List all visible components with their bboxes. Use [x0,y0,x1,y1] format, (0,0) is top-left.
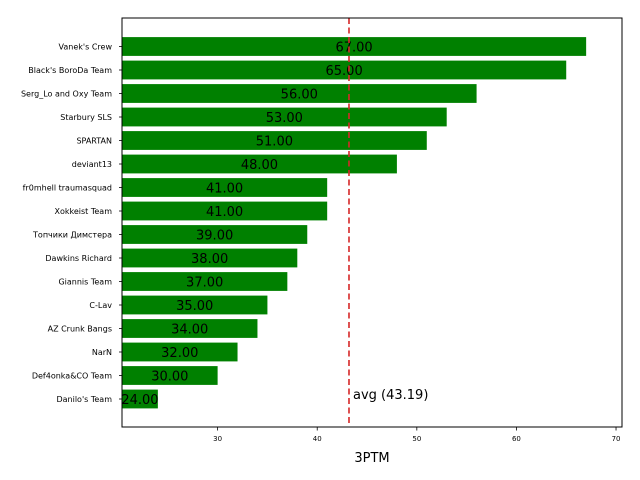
plot-frame [121,17,623,428]
bar-value-label: 37.00 [186,276,223,291]
category-label: C-Lav [89,301,112,310]
bar [122,248,298,268]
bar-value-label: 56.00 [281,88,318,103]
bar-value-label: 39.00 [196,229,233,244]
category-label: Топчики Димстера [32,231,112,240]
x-tick-label: 60 [512,435,521,443]
bar [122,131,427,150]
x-axis-title: 3PTM [354,451,389,466]
bars-layer [122,37,587,409]
bar [122,107,447,127]
y-axis-category-labels: Vanek's Crew Black's BoroDa Team Serg_Lo a… [21,43,122,404]
bar-value-label: 67.00 [335,41,372,56]
bar-value-label: 32.00 [161,346,198,361]
bar [122,154,397,174]
bar [122,272,288,291]
bar-value-label: 51.00 [256,135,293,150]
category-label: Danilo's Team [56,395,112,404]
bar [122,201,328,221]
category-label: Dawkins Richard [45,254,112,263]
x-tick-label: 50 [412,435,421,443]
bar [122,60,567,80]
category-label: Giannis Team [58,278,112,287]
category-label: Serg_Lo and Oxy Team [21,90,112,99]
x-tick-label: 40 [313,435,322,443]
bar-value-label: 41.00 [206,182,243,197]
bar [122,295,268,315]
bar [122,84,477,103]
bar-value-label: 35.00 [176,299,213,314]
category-label: NarN [92,348,112,357]
bar [122,319,258,338]
category-label: Xokkeist Team [55,207,113,216]
bar-value-label: 30.00 [151,370,188,385]
category-label: Black's BoroDa Team [28,66,112,75]
bar-value-label: 41.00 [206,205,243,220]
bar-value-label: 48.00 [241,158,278,173]
bar-value-labels: 67.00 65.00 56.00 53.00 51.00 48.00 41.00 41.00… [121,41,372,409]
category-label: Starbury SLS [60,113,112,122]
category-label: SPARTAN [76,137,112,146]
category-label: AZ Crunk Bangs [48,325,112,334]
bar [122,342,238,362]
bar [122,37,587,56]
bar-value-label: 38.00 [191,252,228,267]
category-label: Vanek's Crew [59,43,113,52]
average-label: avg (43.19) [353,388,428,403]
category-label: Def4onka&CO Team [32,372,112,381]
x-tick-label: 30 [213,435,222,443]
bar [122,178,328,197]
bar-value-label: 65.00 [326,64,363,79]
x-axis-ticks: 30 40 50 60 70 [213,427,620,443]
bar-value-label: 34.00 [171,323,208,338]
category-label: fr0mhell traumasquad [23,184,112,193]
bar-value-label: 24.00 [121,393,158,408]
category-label: deviant13 [72,160,112,169]
x-tick-label: 70 [612,435,621,443]
bar-value-label: 53.00 [266,111,303,126]
bar [122,389,158,409]
bar [122,366,218,385]
bar [122,225,308,244]
